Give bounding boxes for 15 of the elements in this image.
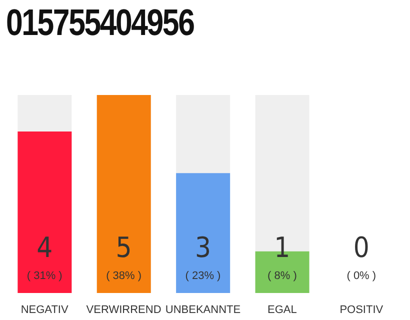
x-tick-label: NEGATIV: [20, 304, 69, 316]
annotation: 0: [353, 231, 370, 264]
annotation: 4: [36, 231, 53, 264]
x-tick-label: UNBEKANNTE: [165, 304, 241, 316]
x-tick-label: POSITIV: [340, 304, 384, 316]
x-tick-label: EGAL: [268, 304, 297, 316]
data-label: ( 38% ): [106, 270, 142, 282]
data-label: ( 0% ): [346, 270, 376, 282]
data-label: ( 31% ): [26, 270, 62, 282]
data-label: ( 23% ): [185, 270, 221, 282]
annotation: 5: [116, 231, 132, 264]
x-tick-label: VERWIRREND: [86, 304, 162, 316]
chart-title: 015755404956: [6, 2, 194, 44]
data-label: ( 8% ): [268, 270, 297, 282]
annotation: 3: [194, 231, 212, 264]
